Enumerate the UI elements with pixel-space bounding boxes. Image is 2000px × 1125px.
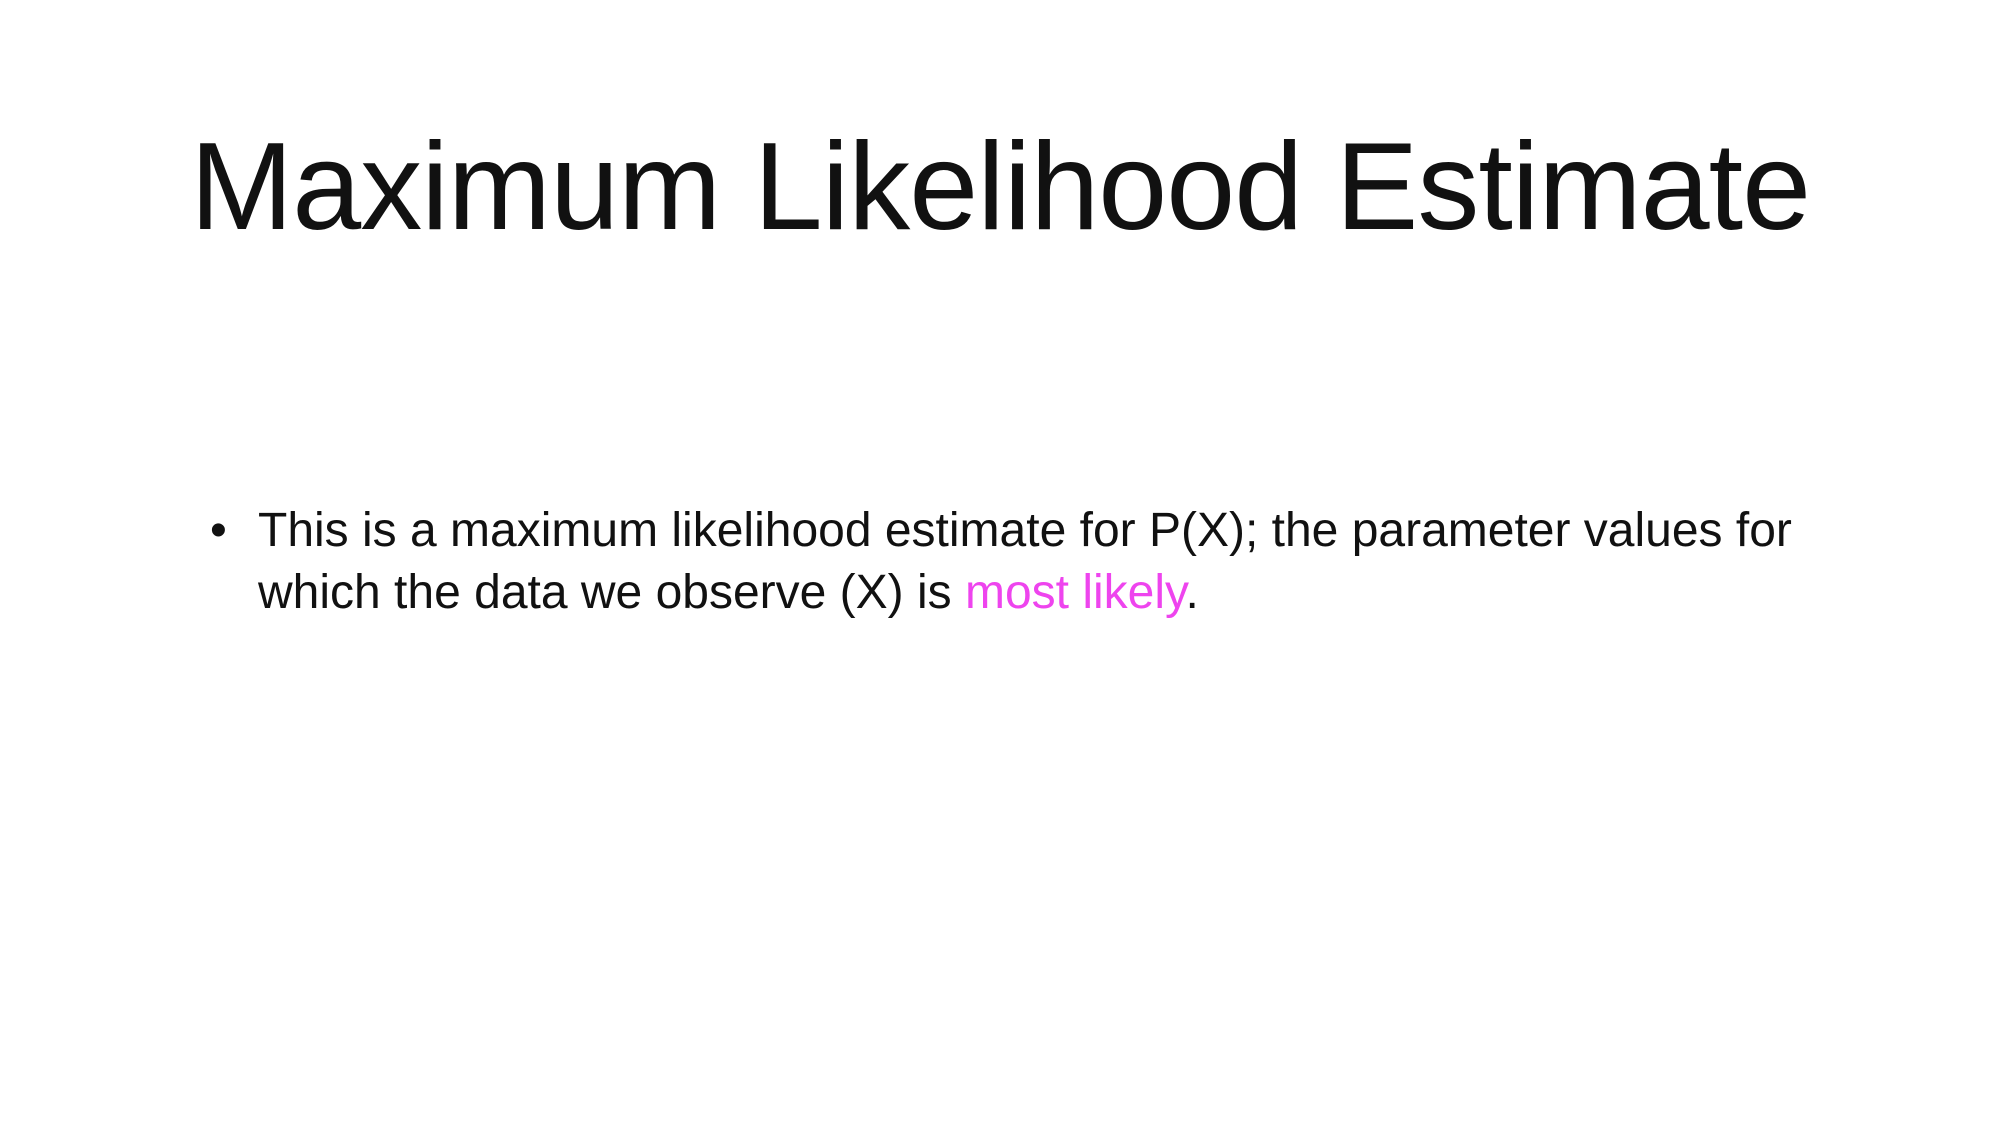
- bullet-item: • This is a maximum likelihood estimate …: [210, 500, 1830, 624]
- bullet-text: This is a maximum likelihood estimate fo…: [258, 504, 1792, 619]
- slide-title: Maximum Likelihood Estimate: [189, 118, 1811, 256]
- bullet-marker: •: [210, 504, 227, 557]
- bullet-highlight-text: most likely: [965, 566, 1186, 619]
- bullet-list: • This is a maximum likelihood estimate …: [210, 500, 1830, 624]
- bullet-text-end: .: [1185, 566, 1199, 619]
